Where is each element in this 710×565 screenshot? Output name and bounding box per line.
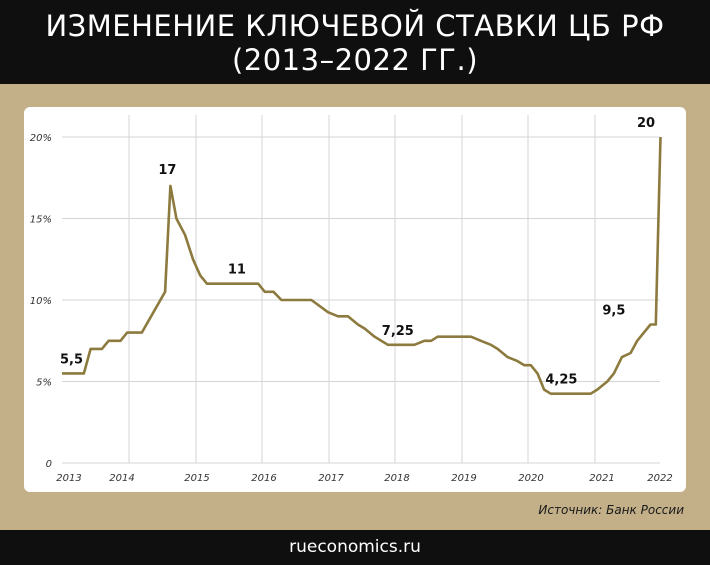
x-tick-label: 2015 <box>184 473 209 484</box>
data-label: 17 <box>158 163 176 178</box>
y-tick-label: 15% <box>30 215 52 226</box>
data-labels: 5,5 17 11 7,25 4,25 9,5 20 <box>60 116 655 388</box>
chart-title-line-2: (2013–2022 ГГ.) <box>231 43 479 77</box>
footer-bar: rueconomics.ru <box>0 530 710 565</box>
line-chart: 05%10%15%20% 2013 2014 2015 2016 2017 2018 201… <box>30 115 673 484</box>
x-tick-label: 2021 <box>589 473 614 484</box>
y-tick-label: 5% <box>36 378 52 389</box>
y-tick-label: 10% <box>30 296 52 307</box>
x-tick-label: 2014 <box>109 473 134 484</box>
series-line <box>62 136 662 395</box>
y-axis-ticks: 0 5% 10% 15% 20% <box>30 133 52 470</box>
x-tick-label: 2017 <box>318 473 344 484</box>
x-tick-label: 2016 <box>251 473 276 484</box>
x-tick-label: 2019 <box>451 473 476 484</box>
chart-title-line-1: ИЗМЕНЕНИЕ КЛЮЧЕВОЙ СТАВКИ ЦБ РФ <box>45 9 665 43</box>
y-tick-label: 20% <box>30 133 52 144</box>
x-tick-label: 2022 <box>647 473 672 484</box>
chart-grid <box>62 115 660 464</box>
series-group <box>62 136 662 395</box>
x-axis-ticks: 2013 2014 2015 2016 2017 2018 2019 2020 2021 2022 <box>56 473 672 484</box>
data-label: 4,25 <box>545 373 577 388</box>
x-tick-label: 2018 <box>384 473 409 484</box>
chart-panel: 0 5% 10% 15% 20% 2013 2014 2015 2016 2017 2018 201… <box>24 107 686 492</box>
x-tick-label: 2020 <box>518 473 543 484</box>
data-label: 11 <box>228 263 246 278</box>
header-bar: ИЗМЕНЕНИЕ КЛЮЧЕВОЙ СТАВКИ ЦБ РФ (2013–20… <box>0 0 710 84</box>
data-label: 5,5 <box>60 352 83 367</box>
source-note: Источник: Банк России <box>538 503 684 517</box>
data-label: 20 <box>637 116 655 131</box>
data-label: 7,25 <box>382 324 414 339</box>
y-tick-label: 0 <box>46 459 52 470</box>
data-label: 9,5 <box>602 303 625 318</box>
site-name[interactable]: rueconomics.ru <box>289 537 421 557</box>
x-tick-label: 2013 <box>56 473 81 484</box>
